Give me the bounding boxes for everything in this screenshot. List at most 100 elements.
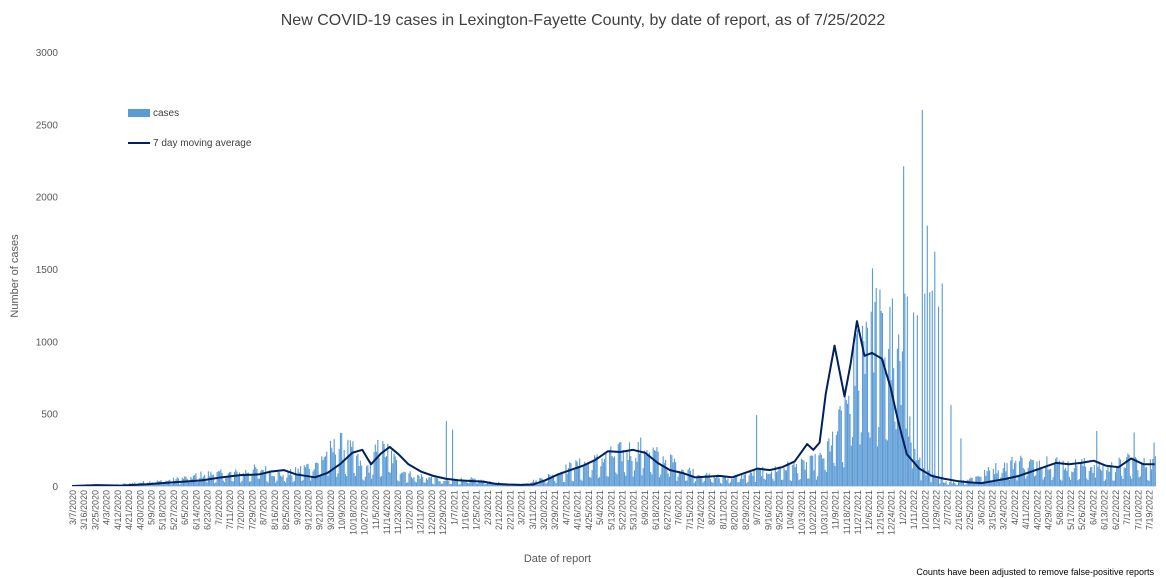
cases-bar	[373, 452, 375, 486]
cases-bar	[1008, 480, 1011, 486]
cases-bar	[981, 482, 983, 486]
cases-bar	[690, 470, 692, 486]
x-tick-label: 9/3/2020	[292, 490, 302, 525]
cases-bar	[665, 459, 667, 486]
cases-bar	[949, 481, 951, 486]
cases-bar	[909, 416, 911, 486]
cases-bar	[837, 431, 839, 486]
cases-bar	[554, 480, 556, 486]
cases-bar	[610, 446, 612, 486]
cases-bar	[358, 465, 360, 486]
cases-bar	[853, 337, 855, 486]
cases-bar	[278, 472, 280, 486]
cases-bar	[693, 482, 695, 486]
x-tick-label: 5/8/2022	[1055, 490, 1065, 525]
cases-bar	[565, 464, 567, 486]
cases-bar	[413, 477, 415, 486]
cases-bar	[354, 476, 356, 486]
cases-bar	[466, 482, 469, 486]
cases-bar	[480, 479, 482, 486]
cases-bar	[591, 470, 593, 486]
x-tick-label: 1/2/2022	[898, 490, 908, 525]
cases-bar	[658, 477, 660, 486]
cases-bar	[233, 471, 236, 486]
x-tick-label: 11/27/2021	[853, 490, 863, 534]
cases-bar	[275, 482, 277, 486]
cases-bar	[793, 462, 795, 486]
cases-bar	[579, 458, 581, 486]
cases-bar	[678, 470, 680, 486]
cases-bar	[571, 480, 573, 486]
cases-bar	[926, 225, 928, 486]
cases-bar	[729, 482, 731, 486]
cases-bar	[1087, 480, 1089, 486]
cases-bar	[1068, 476, 1070, 486]
cases-bar	[327, 475, 329, 486]
cases-bar	[914, 449, 916, 486]
cases-bar	[699, 477, 702, 486]
cases-bar	[673, 458, 675, 486]
cases-bar	[384, 457, 386, 486]
cases-bar	[191, 478, 193, 486]
cases-bar	[848, 395, 850, 486]
cases-bar	[459, 484, 461, 486]
x-tick-label: 7/15/2021	[685, 490, 695, 530]
cases-bar	[1134, 457, 1136, 486]
cases-bar	[937, 306, 940, 486]
cases-bar	[736, 474, 738, 486]
cases-bar	[271, 476, 273, 486]
cases-bar	[407, 482, 409, 486]
cases-bar	[635, 457, 637, 486]
cases-bar	[1038, 460, 1040, 486]
cases-bar	[468, 483, 470, 486]
cases-bar	[860, 432, 862, 486]
cases-bar	[759, 468, 761, 486]
cases-bar	[549, 474, 551, 486]
x-tick-label: 12/11/2020	[416, 490, 426, 534]
cases-bar	[575, 460, 577, 486]
cases-bar	[170, 484, 172, 486]
cases-bar	[900, 404, 902, 486]
cases-bar	[1025, 478, 1027, 486]
cases-bar	[298, 472, 300, 486]
cases-bar	[959, 482, 961, 486]
cases-bar	[711, 481, 713, 486]
cases-bar	[318, 475, 320, 486]
cases-bar	[1007, 476, 1009, 486]
cases-bar	[839, 406, 841, 486]
cases-bar	[754, 481, 756, 486]
cases-bar	[712, 482, 714, 486]
x-tick-label: 4/2/2022	[1010, 490, 1020, 525]
cases-bar	[706, 472, 708, 486]
cases-bar	[898, 334, 900, 486]
cases-bar	[357, 453, 359, 486]
cases-bar	[474, 478, 476, 486]
x-tick-label: 4/25/2021	[584, 490, 594, 530]
y-tick-label: 0	[52, 482, 58, 493]
cases-bar	[405, 482, 408, 486]
cases-bar	[1139, 476, 1141, 486]
cases-bar	[324, 456, 327, 486]
x-tick-label: 4/3/2020	[102, 490, 112, 525]
cases-bar	[955, 484, 957, 486]
cases-bar	[1141, 462, 1143, 486]
cases-bar	[1089, 467, 1092, 486]
cases-bar	[936, 478, 938, 486]
cases-bar	[196, 482, 198, 486]
cases-bar	[876, 446, 879, 486]
cases-bar	[1094, 477, 1097, 486]
cases-bar	[866, 327, 869, 486]
x-axis-label: Date of report	[523, 553, 592, 565]
cases-bar	[847, 403, 849, 486]
x-tick-label: 1/16/2021	[460, 490, 470, 530]
cases-bar	[856, 329, 859, 486]
cases-bar	[1045, 465, 1047, 486]
x-tick-label: 2/21/2021	[505, 490, 515, 530]
cases-bar	[241, 480, 243, 486]
cases-bar	[1106, 470, 1108, 486]
cases-bar	[719, 482, 722, 486]
cases-bar	[1011, 456, 1013, 486]
cases-bar	[799, 479, 801, 486]
x-tick-label: 3/15/2022	[988, 490, 998, 530]
cases-bar	[737, 482, 739, 486]
